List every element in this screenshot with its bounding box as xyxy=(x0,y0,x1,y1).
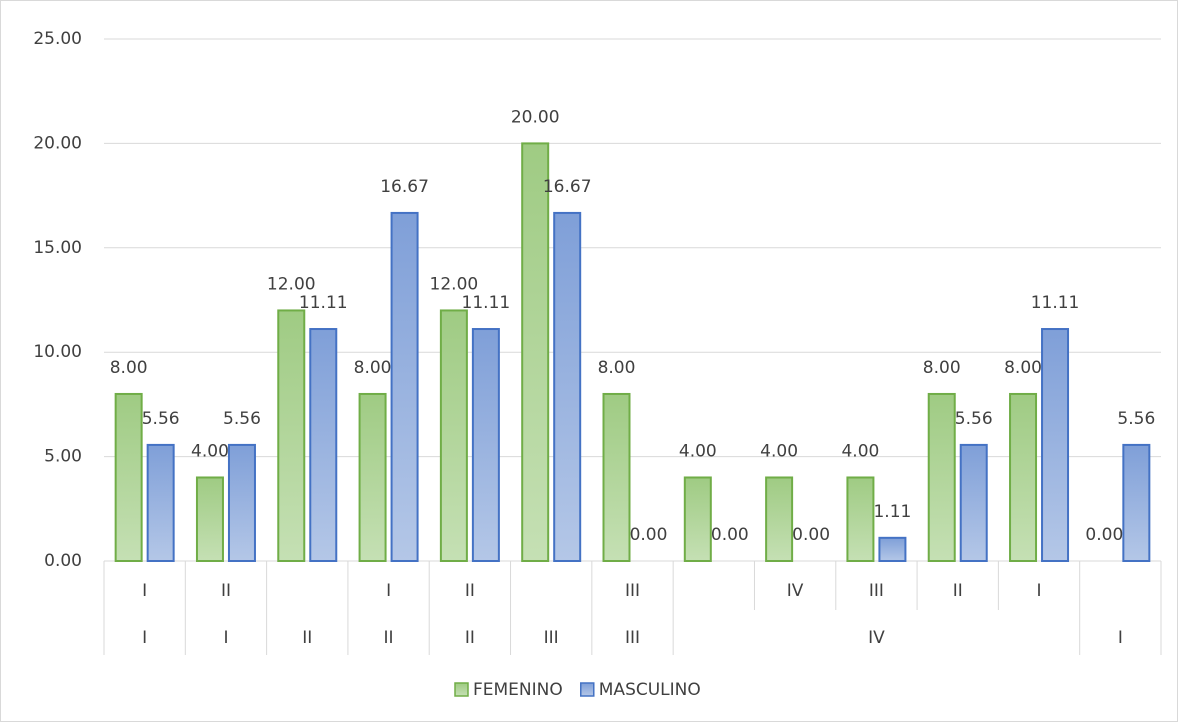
data-label: 11.11 xyxy=(299,293,348,313)
bar xyxy=(521,142,550,562)
bar xyxy=(358,392,387,562)
data-label: 4.00 xyxy=(679,441,717,461)
bar xyxy=(765,476,794,563)
x-group-label: II xyxy=(384,628,394,648)
x-tick-label: II xyxy=(221,581,231,601)
x-group-label: II xyxy=(465,628,475,648)
data-label: 11.11 xyxy=(462,293,511,313)
data-label: 8.00 xyxy=(1004,358,1042,378)
bar xyxy=(927,392,956,562)
bar xyxy=(390,211,419,563)
y-tick-label: 15.00 xyxy=(33,238,82,258)
data-label: 8.00 xyxy=(354,358,392,378)
x-tick-label: III xyxy=(625,581,640,601)
data-label: 0.00 xyxy=(711,525,749,545)
x-tick-label: II xyxy=(953,581,963,601)
legend-label: FEMENINO xyxy=(473,680,563,700)
x-group-label: IV xyxy=(868,628,885,648)
x-tick-label: III xyxy=(869,581,884,601)
data-label: 12.00 xyxy=(430,274,479,294)
data-label: 0.00 xyxy=(792,525,830,545)
y-tick-label: 25.00 xyxy=(33,29,82,49)
data-label: 20.00 xyxy=(511,107,560,127)
data-label: 8.00 xyxy=(110,358,148,378)
x-group-label: II xyxy=(302,628,312,648)
bar xyxy=(878,536,907,562)
data-label: 5.56 xyxy=(223,409,261,429)
x-group-label: III xyxy=(544,628,559,648)
x-tick-label: I xyxy=(142,581,147,601)
data-label: 5.56 xyxy=(142,409,180,429)
y-tick-label: 20.00 xyxy=(33,133,82,153)
x-group-label: I xyxy=(1118,628,1123,648)
bar xyxy=(471,328,500,562)
data-label: 4.00 xyxy=(760,441,798,461)
x-group-label: III xyxy=(625,628,640,648)
bar xyxy=(195,476,224,563)
y-tick-label: 5.00 xyxy=(44,447,82,467)
legend-swatch xyxy=(580,682,595,697)
bar xyxy=(959,443,988,562)
bar xyxy=(227,443,256,562)
legend-swatch xyxy=(454,682,469,697)
x-group-label: I xyxy=(142,628,147,648)
x-tick-label: IV xyxy=(787,581,804,601)
x-tick-label: I xyxy=(1037,581,1042,601)
bar xyxy=(309,328,338,562)
data-label: 1.11 xyxy=(873,502,911,522)
data-label: 0.00 xyxy=(630,525,668,545)
y-tick-label: 10.00 xyxy=(33,342,82,362)
data-label: 4.00 xyxy=(191,441,229,461)
bar xyxy=(277,309,306,562)
bar xyxy=(553,211,582,563)
data-label: 12.00 xyxy=(267,274,316,294)
data-label: 0.00 xyxy=(1085,525,1123,545)
y-tick-label: 0.00 xyxy=(44,551,82,571)
bar xyxy=(1122,443,1151,562)
data-label: 16.67 xyxy=(380,177,429,197)
bar xyxy=(683,476,712,563)
bar xyxy=(439,309,468,562)
bar xyxy=(114,392,143,562)
x-tick-label: II xyxy=(465,581,475,601)
x-group-label: I xyxy=(223,628,228,648)
bar xyxy=(146,443,175,562)
data-label: 5.56 xyxy=(955,409,993,429)
bar xyxy=(846,476,875,563)
bar xyxy=(1009,392,1038,562)
x-tick-label: I xyxy=(386,581,391,601)
bar xyxy=(602,392,631,562)
data-label: 8.00 xyxy=(598,358,636,378)
data-label: 11.11 xyxy=(1031,293,1080,313)
bar xyxy=(1041,328,1070,562)
data-label: 8.00 xyxy=(923,358,961,378)
legend-label: MASCULINO xyxy=(599,680,701,700)
data-label: 16.67 xyxy=(543,177,592,197)
data-label: 5.56 xyxy=(1117,409,1155,429)
data-label: 4.00 xyxy=(841,441,879,461)
